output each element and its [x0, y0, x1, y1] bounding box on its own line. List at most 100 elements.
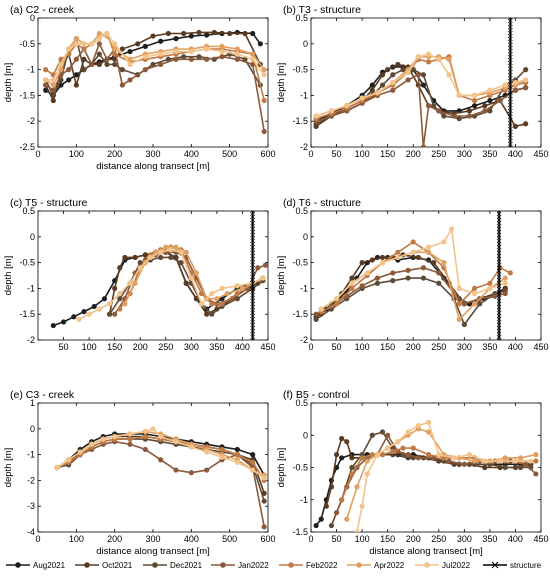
y-tick-label: -1.5: [292, 309, 308, 319]
structure-marker: [508, 73, 513, 77]
legend-label: Aug2021: [33, 561, 66, 570]
x-tick-label: 50: [332, 149, 342, 159]
data-point: [533, 452, 539, 458]
structure-marker: [508, 82, 513, 86]
data-point: [354, 484, 360, 490]
series-line-Apr2022: [346, 427, 537, 520]
series-line-Oct2021: [325, 437, 531, 507]
data-point: [250, 30, 256, 37]
data-point: [50, 92, 56, 98]
data-point: [261, 67, 267, 73]
data-point: [204, 449, 210, 455]
data-point: [234, 459, 240, 465]
data-point: [405, 275, 411, 281]
data-point: [492, 293, 498, 299]
x-tick-label: 100: [69, 534, 84, 544]
x-tick-label: 250: [158, 342, 173, 352]
x-tick-label: 200: [107, 149, 122, 159]
data-point: [198, 301, 205, 307]
panel-0: 0 100 200 300 400 500 600-2.5-2-1.5-1-0.50(a) …: [3, 4, 276, 172]
structure-marker: [496, 233, 502, 237]
structure-marker: [508, 46, 513, 50]
data-point: [181, 30, 187, 37]
legend-label: Dec2021: [170, 561, 203, 570]
data-point: [385, 432, 391, 438]
x-tick-label: 200: [107, 534, 122, 544]
data-point: [461, 301, 467, 307]
data-point: [224, 290, 230, 297]
data-point: [158, 249, 164, 255]
structure-marker: [496, 248, 502, 252]
data-point: [183, 280, 189, 286]
data-point: [188, 48, 194, 55]
y-tick-label: -1: [27, 450, 35, 460]
data-point: [234, 46, 240, 52]
structure-marker: [496, 224, 502, 228]
data-point: [112, 285, 118, 291]
data-point: [502, 280, 508, 286]
structure-marker: [508, 142, 513, 146]
x-tick-label: 150: [380, 342, 395, 352]
structure-marker: [508, 55, 513, 59]
structure-marker: [250, 326, 255, 330]
data-point: [425, 419, 432, 425]
data-point: [142, 433, 148, 440]
x-tick-label: 350: [482, 149, 497, 159]
data-point: [66, 67, 72, 73]
data-point: [405, 452, 411, 458]
x-tick-label: 0: [308, 149, 313, 159]
data-point: [163, 244, 169, 250]
structure-marker: [496, 320, 502, 324]
structure-marker: [250, 245, 255, 249]
structure-marker: [250, 272, 255, 276]
data-point: [142, 67, 148, 73]
x-tick-label: 300: [145, 149, 160, 159]
data-point: [142, 54, 148, 60]
structure-marker: [508, 121, 513, 125]
data-point: [117, 265, 123, 271]
data-point: [257, 41, 263, 47]
structure-marker: [496, 266, 502, 270]
x-tick-label: 100: [69, 149, 84, 159]
x-tick-label: 50: [332, 342, 342, 352]
data-point: [431, 260, 437, 266]
data-point: [487, 285, 493, 291]
data-point: [196, 29, 202, 36]
y-tick-label: -1.5: [292, 527, 308, 537]
data-point: [219, 301, 225, 307]
data-point: [234, 51, 240, 57]
x-tick-label: 350: [482, 342, 497, 352]
data-point: [250, 467, 256, 473]
data-point: [43, 77, 49, 83]
data-point: [415, 254, 421, 261]
structure-marker: [508, 40, 513, 44]
panel-title: (e) C3 - creek: [10, 389, 75, 401]
structure-marker: [250, 284, 255, 288]
data-point: [81, 46, 87, 52]
structure-marker: [508, 43, 513, 47]
data-point: [349, 455, 355, 461]
data-point: [219, 43, 225, 49]
y-tick-label: -0.5: [292, 463, 308, 473]
data-point: [122, 254, 128, 261]
data-point: [89, 41, 95, 47]
data-point: [446, 56, 452, 62]
structure-marker: [250, 227, 255, 231]
x-tick-label: 250: [431, 342, 446, 352]
legend-marker: [288, 562, 294, 568]
panel-1: 0 50 100 150 200 250 300 350 400 450 -2 -1.5 -1 -0.5 0…: [276, 4, 549, 159]
data-point: [127, 48, 133, 55]
data-point: [239, 285, 246, 291]
data-point: [405, 429, 411, 435]
y-axis-label: depth [m]: [276, 256, 287, 296]
data-point: [512, 79, 519, 86]
data-point: [242, 30, 248, 37]
data-point: [405, 77, 411, 83]
data-point: [117, 306, 123, 312]
data-point: [112, 46, 118, 52]
data-point: [196, 54, 202, 60]
structure-marker: [508, 28, 513, 32]
data-point: [188, 444, 194, 450]
data-point: [359, 455, 365, 461]
data-point: [364, 471, 370, 477]
